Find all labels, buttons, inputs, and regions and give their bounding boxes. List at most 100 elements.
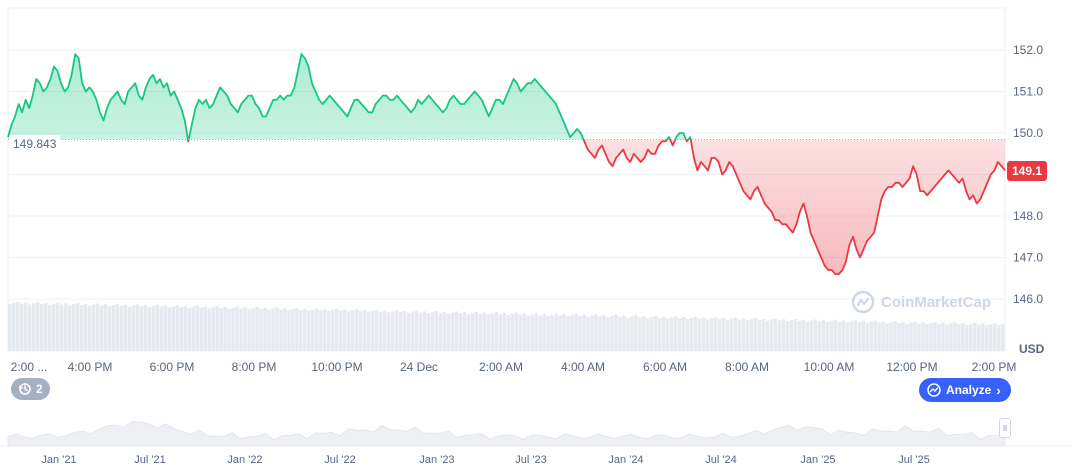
volume-bar [558,315,562,351]
price-line-up [7,53,692,140]
volume-bar [853,320,857,351]
volume-bar [849,321,853,351]
volume-bar [997,325,1001,351]
volume-bar [933,322,937,351]
volume-bar [865,322,869,351]
volume-bar [833,319,838,351]
volume-bar [993,323,997,351]
volume-bar [171,306,175,351]
volume-bar [538,315,542,351]
volume-bar [654,315,658,351]
volume-bar [550,314,554,351]
volume-bar [390,311,395,351]
volume-bar [498,314,503,351]
volume-bar [295,307,299,351]
volume-bar [350,310,355,351]
volume-bar [175,305,179,351]
history-button[interactable]: 2 [11,378,50,400]
volume-bar [458,313,463,351]
volume-bar [219,308,223,351]
volume-bar [725,319,730,351]
volume-bar [15,301,20,351]
volume-bar [207,308,211,351]
volume-bar [303,308,307,351]
volume-bar [594,314,598,351]
volume-bar [339,310,343,351]
navigator-right-handle[interactable] [999,418,1011,438]
volume-bar [554,313,558,351]
volume-bar [670,317,674,351]
volume-bar [342,309,347,351]
volume-bar [323,309,327,351]
volume-bar [634,315,638,351]
volume-bar [781,319,786,351]
navigator-tick-label: Jul '24 [705,454,736,466]
watermark-text: CoinMarketCap [881,293,992,311]
x-tick-label: 6:00 AM [643,360,687,374]
volume-bar [961,323,965,351]
volume-bar [291,309,295,351]
y-tick-label: 148.0 [1013,209,1043,223]
volume-bar [729,318,734,351]
volume-bar [163,305,168,351]
volume-bar [917,323,921,351]
volume-bar [650,316,654,351]
volume-bar [614,314,618,351]
volume-bar [709,318,714,351]
volume-bar [470,313,475,351]
volume-bar [809,320,814,351]
volume-bar [945,324,949,351]
volume-bar [705,319,710,351]
grip-icon [1003,425,1007,431]
volume-bar [510,313,514,351]
area-below-baseline [187,139,1005,275]
volume-bar [454,311,459,351]
volume-bar [87,305,92,351]
volume-bar [243,307,247,351]
volume-bar [91,304,96,351]
volume-bar [346,311,351,351]
analyze-icon [927,383,941,397]
watermark: CoinMarketCap [851,290,991,314]
volume-bar [845,322,849,351]
y-tick-label: 152.0 [1013,43,1043,57]
volume-bar [881,321,885,351]
navigator-tick-label: Jul '23 [515,454,546,466]
volume-bar [478,313,483,351]
volume-bar [745,320,750,351]
volume-bar [817,321,822,351]
y-tick-label: 150.0 [1013,126,1043,140]
volume-bar [223,306,227,351]
volume-bar [279,309,283,351]
volume-bar [11,302,16,351]
analyze-button[interactable]: Analyze › [919,378,1011,402]
chevron-right-icon: › [996,382,1001,398]
navigator-tick-label: Jan '22 [227,454,262,466]
volume-bar [969,324,973,351]
volume-bar [681,317,686,351]
volume-bar [215,306,219,351]
volume-bar [602,315,606,351]
x-tick-label: 6:00 PM [150,360,195,374]
volume-bar [913,321,917,351]
navigator-tick-label: Jan '23 [419,454,454,466]
volume-bar [769,319,774,351]
navigator-tick-label: Jul '22 [324,454,355,466]
volume-bar [825,322,830,351]
volume-bar [821,320,826,351]
volume-bar [319,310,323,351]
volume-bar [590,315,594,351]
volume-bar [717,319,722,351]
volume-bar [191,306,195,351]
volume-bar [203,306,207,351]
x-tick-label: 8:00 PM [232,360,277,374]
volume-bar [873,320,877,351]
volume-bar [119,305,124,351]
volume-bar [71,304,76,351]
x-tick-label: 2:00 AM [479,360,523,374]
volume-bar [586,316,590,351]
volume-bar [111,305,116,351]
volume-bar [167,307,172,351]
volume-bar [642,316,646,351]
